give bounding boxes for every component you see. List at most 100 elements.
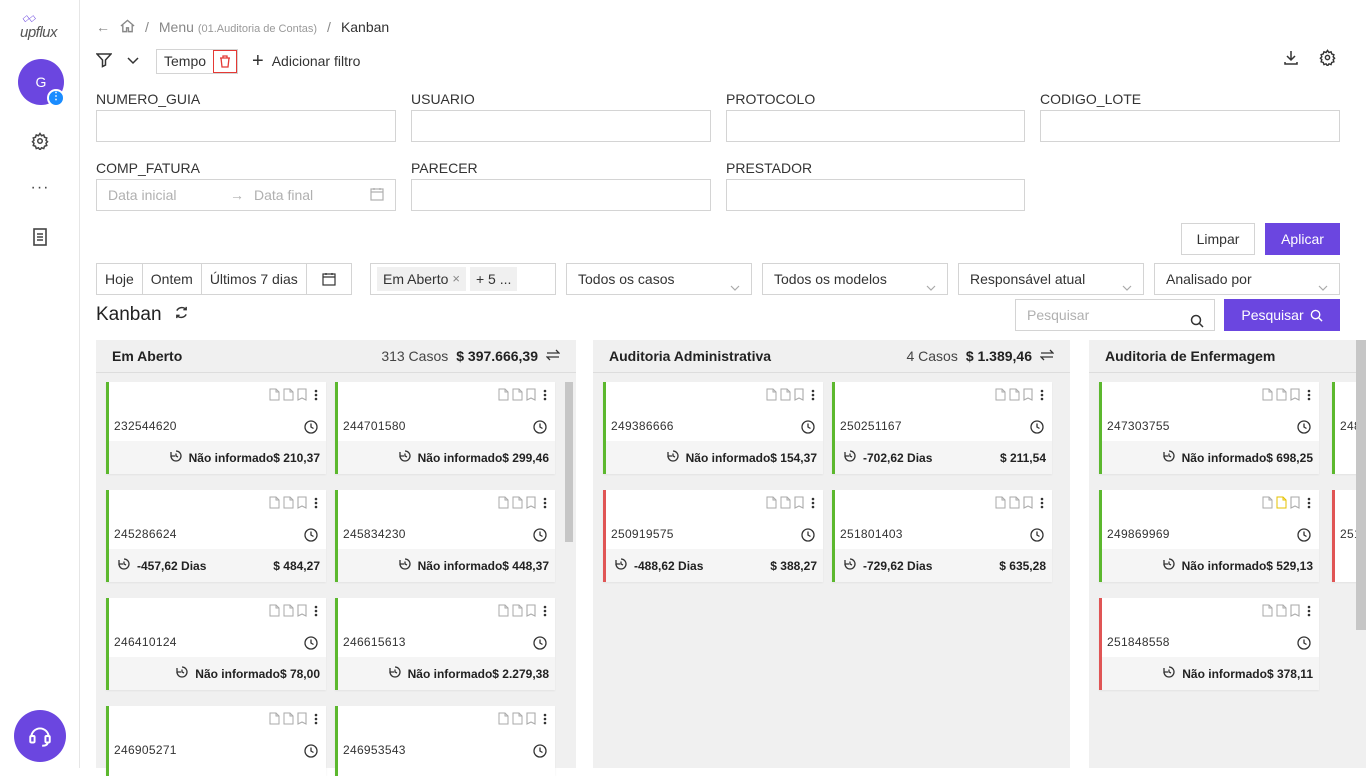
app-logo[interactable]: ◇◇ upflux	[20, 13, 58, 41]
bookmark-icon[interactable]	[297, 388, 307, 404]
settings-icon[interactable]	[30, 131, 50, 151]
settings-icon[interactable]	[1319, 49, 1337, 68]
usuario-input[interactable]	[411, 110, 711, 142]
document-icon[interactable]	[766, 388, 777, 404]
document-icon[interactable]	[995, 388, 1006, 404]
protocolo-input[interactable]	[726, 110, 1025, 142]
document-check-icon[interactable]	[780, 388, 791, 404]
filter-icon[interactable]	[95, 52, 113, 71]
back-arrow-icon[interactable]: ←	[96, 19, 110, 35]
document-check-icon[interactable]	[283, 496, 294, 512]
add-filter-button[interactable]: + Adicionar filtro	[252, 49, 361, 72]
kanban-card[interactable]: 250251167 -702,62 Dias $ 211,54	[832, 382, 1052, 474]
parecer-input[interactable]	[411, 179, 711, 211]
bookmark-icon[interactable]	[1290, 388, 1300, 404]
bookmark-icon[interactable]	[526, 604, 536, 620]
comp-fatura-date-range[interactable]: Data inicial → Data final	[96, 179, 396, 211]
kebab-menu-icon[interactable]	[811, 496, 815, 512]
kanban-card[interactable]: 249869969 Não informado $ 529,13	[1099, 490, 1319, 582]
kanban-card[interactable]: 245834230 Não informado $ 448,37	[335, 490, 555, 582]
document-icon[interactable]	[269, 712, 280, 728]
bookmark-icon[interactable]	[297, 496, 307, 512]
modelos-select[interactable]: Todos os modelos	[762, 263, 948, 295]
document-icon[interactable]	[1262, 604, 1273, 620]
kanban-card[interactable]: 246953543	[335, 706, 555, 776]
responsavel-select[interactable]: Responsável atual	[958, 263, 1144, 295]
kanban-card[interactable]: 245286624 -457,62 Dias $ 484,27	[106, 490, 326, 582]
kanban-search-input[interactable]: Pesquisar	[1015, 299, 1215, 331]
kanban-card[interactable]: 246615613 Não informado $ 2.279,38	[335, 598, 555, 690]
kebab-menu-icon[interactable]	[1040, 388, 1044, 404]
kanban-card[interactable]: 246905271	[106, 706, 326, 776]
document-icon[interactable]	[269, 604, 280, 620]
calendar-icon[interactable]	[307, 264, 351, 294]
status-multiselect[interactable]: Em Aberto × + 5 ...	[370, 263, 556, 295]
kanban-card[interactable]: 232544620 Não informado $ 210,37	[106, 382, 326, 474]
bookmark-icon[interactable]	[526, 388, 536, 404]
document-check-icon[interactable]	[1009, 388, 1020, 404]
breadcrumb-menu[interactable]: Menu (01.Auditoria de Contas)	[158, 19, 318, 35]
quick-ultimos-7-dias[interactable]: Últimos 7 dias	[202, 264, 307, 294]
quick-hoje[interactable]: Hoje	[97, 264, 143, 294]
kebab-menu-icon[interactable]	[314, 496, 318, 512]
kebab-menu-icon[interactable]	[543, 712, 547, 728]
document-check-icon[interactable]	[1276, 388, 1287, 404]
document-icon[interactable]	[995, 496, 1006, 512]
kebab-menu-icon[interactable]	[1307, 604, 1311, 620]
document-icon[interactable]	[1262, 388, 1273, 404]
bookmark-icon[interactable]	[1290, 496, 1300, 512]
document-check-icon[interactable]	[1276, 604, 1287, 620]
limpar-button[interactable]: Limpar	[1181, 223, 1255, 255]
bookmark-icon[interactable]	[1023, 388, 1033, 404]
document-check-icon[interactable]	[512, 496, 523, 512]
codigo-lote-input[interactable]	[1040, 110, 1340, 142]
kanban-card[interactable]: 246410124 Não informado $ 78,00	[106, 598, 326, 690]
document-check-icon[interactable]	[512, 388, 523, 404]
kanban-card[interactable]: 251801403 -729,62 Dias $ 635,28	[832, 490, 1052, 582]
document-icon[interactable]	[30, 227, 50, 247]
document-icon[interactable]	[498, 496, 509, 512]
document-icon[interactable]	[766, 496, 777, 512]
kebab-menu-icon[interactable]	[314, 388, 318, 404]
kanban-card[interactable]: 249386666 Não informado $ 154,37	[603, 382, 823, 474]
refresh-icon[interactable]	[174, 304, 189, 326]
pesquisar-button[interactable]: Pesquisar	[1224, 299, 1340, 331]
home-icon[interactable]	[120, 18, 135, 36]
aplicar-button[interactable]: Aplicar	[1265, 223, 1340, 255]
swap-icon[interactable]	[545, 348, 561, 364]
kebab-menu-icon[interactable]	[314, 712, 318, 728]
more-options-icon[interactable]: ···	[30, 179, 50, 196]
kebab-menu-icon[interactable]	[314, 604, 318, 620]
column-scrollbar[interactable]	[565, 382, 573, 542]
document-check-icon[interactable]	[283, 604, 294, 620]
document-check-icon[interactable]	[512, 604, 523, 620]
user-avatar[interactable]: G ⋮	[18, 59, 65, 107]
document-icon[interactable]	[269, 388, 280, 404]
kebab-menu-icon[interactable]	[1040, 496, 1044, 512]
bookmark-icon[interactable]	[794, 388, 804, 404]
kanban-card[interactable]: 251848558 Não informado $ 378,11	[1099, 598, 1319, 690]
bookmark-icon[interactable]	[526, 496, 536, 512]
kebab-menu-icon[interactable]	[811, 388, 815, 404]
document-icon[interactable]	[498, 604, 509, 620]
avatar-menu-badge[interactable]: ⋮	[47, 89, 65, 107]
close-icon[interactable]: ×	[452, 271, 460, 286]
filter-chip-tempo[interactable]: Tempo	[156, 48, 239, 74]
casos-select[interactable]: Todos os casos	[566, 263, 752, 295]
kebab-menu-icon[interactable]	[543, 604, 547, 620]
bookmark-icon[interactable]	[297, 712, 307, 728]
document-check-icon[interactable]	[1276, 496, 1287, 512]
kanban-card[interactable]: 244701580 Não informado $ 299,46	[335, 382, 555, 474]
kebab-menu-icon[interactable]	[543, 496, 547, 512]
kebab-menu-icon[interactable]	[1307, 388, 1311, 404]
download-icon[interactable]	[1283, 49, 1301, 67]
document-check-icon[interactable]	[512, 712, 523, 728]
kanban-card[interactable]: 250919575 -488,62 Dias $ 388,27	[603, 490, 823, 582]
chevron-down-icon[interactable]	[126, 53, 140, 70]
swap-icon[interactable]	[1039, 348, 1055, 364]
analisado-select[interactable]: Analisado por	[1154, 263, 1340, 295]
bookmark-icon[interactable]	[1023, 496, 1033, 512]
bookmark-icon[interactable]	[1290, 604, 1300, 620]
bookmark-icon[interactable]	[794, 496, 804, 512]
support-headset-button[interactable]	[14, 710, 66, 762]
